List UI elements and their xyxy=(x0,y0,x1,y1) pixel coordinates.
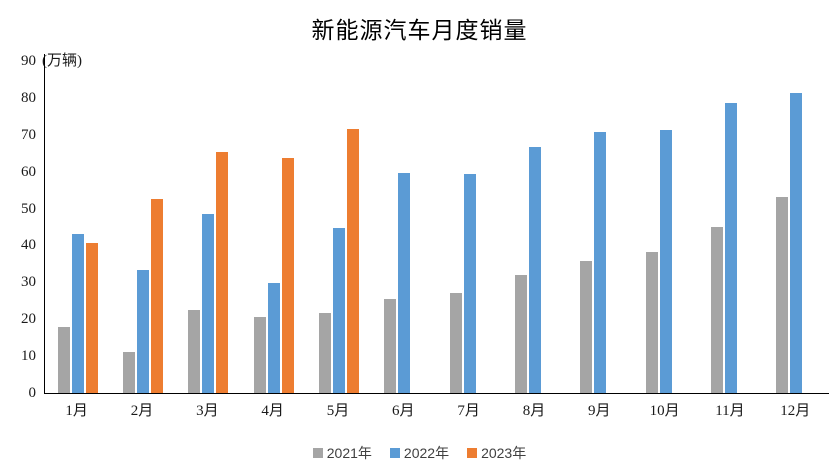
legend-item-2022年: 2022年 xyxy=(389,443,450,463)
bar-2022年-6月 xyxy=(398,173,411,393)
x-axis-label-10月: 10月 xyxy=(649,403,680,419)
bars-container xyxy=(45,61,829,393)
bar-group-4月 xyxy=(241,61,306,393)
x-axis-label-9月: 9月 xyxy=(588,403,611,419)
bar-2021年-6月 xyxy=(384,298,397,393)
bar-group-8月 xyxy=(502,61,567,393)
bar-2022年-2月 xyxy=(136,269,149,393)
bar-2022年-8月 xyxy=(528,147,541,393)
bar-2022年-3月 xyxy=(202,214,215,393)
bar-2021年-9月 xyxy=(580,261,593,393)
legend-label: 2023年 xyxy=(481,445,527,461)
x-axis-label-8月: 8月 xyxy=(522,403,546,419)
x-axis-label-6月: 6月 xyxy=(392,403,415,419)
bar-2021年-3月 xyxy=(188,309,201,393)
bar-group-10月 xyxy=(633,61,698,393)
bar-2022年-11月 xyxy=(724,103,737,393)
bar-2021年-1月 xyxy=(57,326,70,393)
bar-2022年-7月 xyxy=(463,174,476,393)
bar-2021年-10月 xyxy=(645,251,658,393)
legend-swatch-icon xyxy=(467,448,478,458)
y-tick-label: 10 xyxy=(21,348,36,365)
y-tick-label: 90 xyxy=(21,53,36,69)
x-axis-label-7月: 7月 xyxy=(457,403,480,419)
bar-group-5月 xyxy=(306,61,371,393)
legend-item-2023年: 2023年 xyxy=(467,443,526,463)
bar-group-11月 xyxy=(698,61,763,393)
x-axis-label-3月: 3月 xyxy=(196,403,219,419)
bar-2023年-5月 xyxy=(346,128,359,393)
bar-2023年-3月 xyxy=(216,152,229,393)
y-tick-label: 60 xyxy=(21,163,36,180)
bar-2022年-1月 xyxy=(71,234,84,393)
bar-2021年-8月 xyxy=(514,274,527,393)
y-tick-label: 0 xyxy=(28,385,37,401)
y-tick-label: 80 xyxy=(21,89,36,106)
y-tick-label: 30 xyxy=(21,274,36,291)
chart-title: 新能源汽车月度销量 xyxy=(311,18,528,43)
bar-2021年-5月 xyxy=(318,312,331,393)
plot-area xyxy=(44,54,829,394)
legend-item-2021年: 2021年 xyxy=(312,443,372,463)
bar-2023年-2月 xyxy=(150,199,163,393)
x-axis-labels: 1月 2月 3月 4月 5月 6月 7月 8月 9月 10月 11月 12月 xyxy=(44,399,828,420)
x-axis-label-4月: 4月 xyxy=(261,403,284,419)
y-tick-label: 40 xyxy=(21,237,36,254)
bar-2022年-5月 xyxy=(332,228,345,393)
x-axis-label-11月: 11月 xyxy=(715,403,745,419)
legend-swatch-icon xyxy=(389,448,400,458)
bar-group-1月 xyxy=(45,61,110,393)
bar-2021年-4月 xyxy=(253,317,266,393)
y-tick-label: 70 xyxy=(21,126,36,143)
bar-group-7月 xyxy=(437,61,502,393)
bar-2021年-11月 xyxy=(710,227,723,393)
bar-2021年-7月 xyxy=(449,293,462,393)
bar-group-12月 xyxy=(764,61,829,393)
bar-2022年-9月 xyxy=(594,131,607,393)
bar-group-6月 xyxy=(372,61,437,393)
x-axis-label-2月: 2月 xyxy=(130,403,154,419)
bar-2023年-1月 xyxy=(85,242,98,393)
bar-2021年-12月 xyxy=(776,197,789,393)
bar-2022年-12月 xyxy=(790,92,803,393)
y-tick-label: 50 xyxy=(21,200,36,217)
bar-2021年-2月 xyxy=(122,352,135,393)
bar-2023年-4月 xyxy=(281,158,294,393)
bar-2022年-10月 xyxy=(659,129,672,393)
legend-label: 2022年 xyxy=(403,445,450,461)
bar-group-2月 xyxy=(110,61,175,393)
x-axis-label-12月: 12月 xyxy=(780,403,811,419)
bar-group-9月 xyxy=(568,61,633,393)
legend-label: 2021年 xyxy=(326,445,372,461)
legend-swatch-icon xyxy=(312,448,323,458)
legend: 2021年 2022年 2023年 xyxy=(0,443,839,463)
bar-group-3月 xyxy=(176,61,241,393)
y-axis-unit-label: (万辆) xyxy=(42,53,82,69)
bar-2022年-4月 xyxy=(267,282,280,393)
y-tick-label: 20 xyxy=(21,311,36,328)
x-axis-label-5月: 5月 xyxy=(326,403,350,419)
x-axis-label-1月: 1月 xyxy=(65,403,88,419)
